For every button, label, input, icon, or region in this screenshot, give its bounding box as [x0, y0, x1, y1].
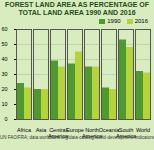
html-text:1990: 1990: [107, 18, 121, 24]
svg-text:Africa: Africa: [17, 127, 32, 133]
html-text:FOREST LAND AREA AS PERCENTAGE: FOREST LAND AREA AS PERCENTAGE OF TOTAL …: [4, 1, 150, 16]
html-text:Oceania South: Oceania South: [98, 127, 134, 134]
html-text:America: America: [81, 132, 103, 139]
html-text:America: America: [115, 132, 137, 139]
svg-text:World: World: [136, 127, 150, 133]
svg-text:20: 20: [1, 86, 7, 92]
html-text:2016: 2016: [134, 18, 148, 24]
svg-text:0: 0: [4, 116, 7, 122]
svg-text:30: 30: [1, 71, 7, 77]
svg-text:10: 10: [1, 101, 7, 107]
svg-text:50: 50: [1, 41, 7, 47]
html-text:UN FAO/FRA; data.worldbank.org: UN FAO/FRA; data.worldbank.org/data-cata…: [0, 135, 154, 140]
svg-text:40: 40: [1, 56, 7, 62]
svg-text:Asia: Asia: [36, 127, 48, 133]
html-text:Central: Central: [49, 127, 67, 134]
html-text:America: America: [47, 132, 69, 139]
html-text:Europe North: Europe North: [66, 127, 99, 134]
svg-text:60: 60: [1, 26, 7, 32]
